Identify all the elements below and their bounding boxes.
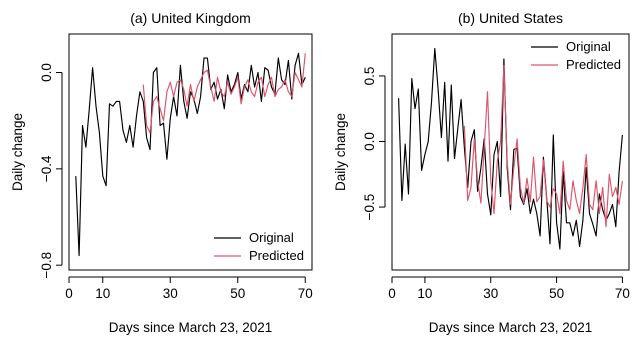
y-tick-label: 0.0	[39, 63, 54, 82]
y-axis-label: Daily change	[333, 113, 348, 191]
legend-label-original: Original	[566, 39, 611, 54]
series-line-predicted	[463, 64, 623, 228]
x-tick-label: 0	[388, 286, 396, 301]
plot-frame	[68, 33, 313, 271]
x-tick-label: 30	[163, 286, 178, 301]
x-tick-label: 30	[483, 286, 498, 301]
x-tick-label: 70	[298, 286, 313, 301]
panel-united-states: (b) United States 0 10 30 50 70 Days since Mar…	[333, 10, 630, 335]
legend: Original Predicted	[214, 230, 304, 263]
legend-label-original: Original	[249, 230, 294, 245]
x-tick-label: 50	[549, 286, 564, 301]
x-tick-label: 10	[417, 286, 432, 301]
x-axis-label: Days since March 23, 2021	[109, 320, 273, 335]
y-tick-label: −0.8	[39, 252, 54, 279]
legend: Original Predicted	[531, 39, 621, 72]
panel-title: (b) United States	[458, 10, 563, 26]
panel-title: (a) United Kingdom	[130, 10, 251, 26]
x-tick-label: 0	[65, 286, 73, 301]
series-line-predicted	[142, 53, 306, 134]
y-tick-label: 0.5	[362, 67, 377, 86]
x-tick-label: 70	[615, 286, 630, 301]
y-tick-label: −0.4	[39, 155, 54, 182]
series-line-original	[398, 47, 623, 250]
x-tick-label: 10	[95, 286, 110, 301]
y-axis-label: Daily change	[10, 113, 25, 191]
x-axis-label: Days since March 23, 2021	[429, 320, 593, 335]
plot-frame	[391, 33, 630, 271]
legend-label-predicted: Predicted	[249, 248, 304, 263]
series-line-original	[75, 52, 306, 257]
panel-united-kingdom: (a) United Kingdom 0 10 30 50 70 Days since Ma…	[10, 10, 313, 335]
y-tick-label: 0.0	[362, 132, 377, 151]
x-tick-label: 50	[230, 286, 245, 301]
y-tick-label: −0.5	[362, 194, 377, 221]
legend-label-predicted: Predicted	[566, 57, 621, 72]
